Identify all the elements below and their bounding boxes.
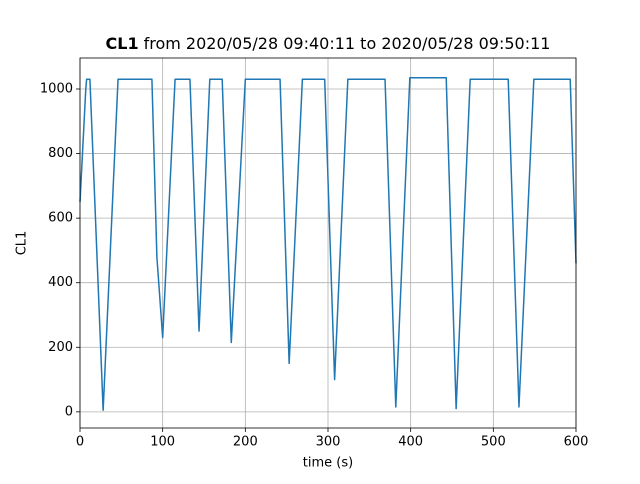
y-axis-label: CL1 [15,231,30,256]
data-line [79,76,577,411]
y-tick-label: 400 [48,275,73,290]
x-tick-label: 200 [233,435,258,450]
chart-title: CL1 from 2020/05/28 09:40:11 to 2020/05/2… [106,34,551,53]
y-tick-label: 800 [48,146,73,161]
x-tick-label: 300 [316,435,341,450]
y-tick-label: 600 [48,211,73,226]
y-tick-label: 1000 [40,81,73,96]
x-tick-label: 0 [76,435,84,450]
title-bold: CL1 [106,34,139,53]
y-tick-label: 200 [48,340,73,355]
x-axis-label: time (s) [303,456,353,471]
title-text: from 2020/05/28 09:40:11 to 2020/05/28 0… [144,34,551,53]
x-tick-label: 600 [564,435,589,450]
x-tick-label: 400 [398,435,423,450]
y-tick-label: 0 [65,404,73,419]
x-tick-label: 500 [481,435,506,450]
x-tick-label: 100 [150,435,175,450]
plot-frame [79,57,577,429]
